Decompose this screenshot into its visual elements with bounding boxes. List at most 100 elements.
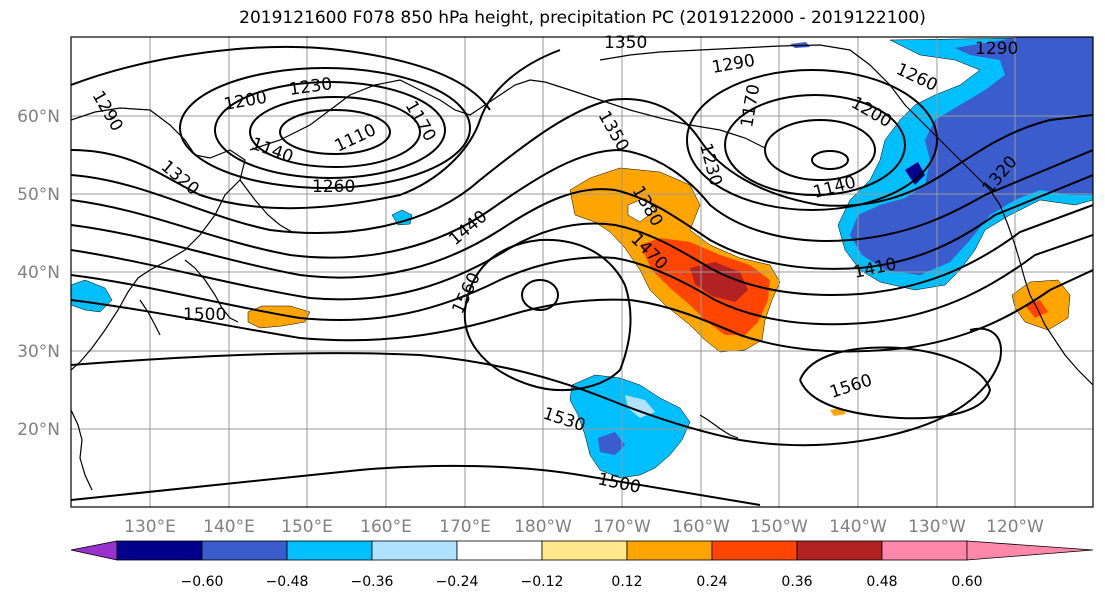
- contour-label: 1170: [737, 83, 764, 129]
- contour-gulf-low-2: [764, 119, 876, 181]
- graticule: [71, 37, 1093, 507]
- colorbar-segment: [796, 540, 883, 561]
- contour-1560-east: [799, 346, 992, 420]
- lon-label-140w: 140°W: [829, 517, 887, 537]
- contour-1530: [71, 327, 1002, 447]
- lat-label-50n: 50°N: [17, 185, 60, 205]
- neg-precip-core-hawaii: [598, 432, 625, 455]
- longitude-labels: 130°E 140°E 150°E 160°E 170°E 180°W 170°…: [124, 517, 1044, 537]
- latitude-labels: 60°N 50°N 40°N 30°N 20°N: [17, 107, 60, 440]
- contour-okhotsk-2: [249, 96, 421, 168]
- contour-label: 1140: [248, 134, 295, 168]
- coastline-asia: [71, 107, 246, 371]
- colorbar-segment: [541, 540, 628, 561]
- lon-label-120w: 120°W: [986, 517, 1044, 537]
- colorbar-segment: [286, 540, 373, 561]
- lat-label-30n: 30°N: [17, 342, 60, 362]
- contour-gulf-low-4: [686, 69, 938, 211]
- lon-label-130e: 130°E: [124, 517, 176, 537]
- colorbar-extend-low: [70, 540, 118, 561]
- colorbar-segment: [371, 540, 458, 561]
- colorbar-segment: [456, 540, 543, 561]
- colorbar-segment: [881, 540, 968, 561]
- lon-label-170e: 170°E: [439, 517, 491, 537]
- colorbar: [70, 540, 1094, 561]
- colorbar-tick-label: 0.12: [611, 574, 642, 590]
- contour-1470: [71, 234, 1093, 326]
- contour-label: 1350: [604, 33, 647, 53]
- coastline-kamchatka: [249, 79, 546, 151]
- contour-1500-south: [71, 464, 761, 506]
- neg-precip-patch-west: [71, 279, 113, 313]
- lon-label-160e: 160°E: [360, 517, 412, 537]
- contour-label: 1290: [975, 39, 1018, 59]
- contour-label: 1290: [710, 51, 756, 78]
- colorbar-segment: [711, 540, 798, 561]
- coastline-north-america: [999, 204, 1093, 386]
- colorbar-tick-label: 0.48: [866, 574, 897, 590]
- map-title: 2019121600 F078 850 hPa height, precipit…: [239, 8, 926, 28]
- colorbar-tick-label: −0.48: [266, 574, 309, 590]
- coastline-aleutians: [544, 81, 766, 149]
- colorbar-tick-label: −0.60: [181, 574, 224, 590]
- contour-label: 1560: [827, 370, 874, 402]
- coastline-korea: [139, 299, 161, 336]
- contour-label: 1140: [811, 172, 858, 203]
- lat-label-60n: 60°N: [17, 107, 60, 127]
- contour-label: 1110: [332, 120, 380, 156]
- contour-label: 1500: [183, 305, 226, 325]
- coastline-japan: [184, 259, 239, 323]
- colorbar-segment: [201, 540, 288, 561]
- contour-labels: 1350 1290 1290 1260 1230 1200 1290 1110 …: [88, 33, 1022, 498]
- contour-1320-west: [71, 49, 561, 210]
- contour-1350: [71, 98, 1093, 234]
- contour-okhotsk-1: [279, 109, 391, 155]
- contour-label: 1260: [312, 177, 355, 197]
- contour-label: 1230: [695, 141, 726, 188]
- contour-1290-west: [71, 45, 491, 111]
- pos-precip-core-california: [1025, 300, 1048, 318]
- colorbar-segment: [626, 540, 713, 561]
- lon-label-170w: 170°W: [593, 517, 651, 537]
- neg-precip-strong-spot: [905, 162, 925, 185]
- lon-label-150e: 150°E: [281, 517, 333, 537]
- height-contours: [71, 45, 1093, 506]
- lat-label-20n: 20°N: [17, 420, 60, 440]
- contour-1410: [71, 174, 1093, 279]
- contour-label: 1170: [401, 98, 440, 145]
- colorbar-segment: [116, 540, 203, 561]
- contour-1380: [71, 148, 1093, 259]
- contour-1560-small: [521, 279, 559, 311]
- colorbar-extend-high: [966, 540, 1094, 561]
- colorbar-tick-labels: −0.60 −0.48 −0.36 −0.24 −0.12 0.12 0.24 …: [181, 574, 983, 590]
- coastlines: [71, 44, 1093, 491]
- coastline-hawaii: [699, 414, 739, 439]
- contour-gulf-low-3: [724, 94, 906, 196]
- neg-precip-light-hawaii: [625, 395, 655, 418]
- coastline-kurils: [239, 179, 293, 233]
- coastline-philippines: [71, 409, 93, 491]
- colorbar-tick-label: −0.12: [521, 574, 564, 590]
- contour-1560: [463, 238, 632, 391]
- colorbar-tick-label: −0.36: [351, 574, 394, 590]
- lon-label-160w: 160°W: [672, 517, 730, 537]
- contour-gulf-low-1: [811, 150, 849, 170]
- contour-okhotsk-3: [214, 81, 446, 179]
- contour-okhotsk-4: [179, 67, 471, 189]
- contour-1440: [71, 204, 1093, 301]
- contour-label: 1350: [594, 108, 633, 155]
- lon-label-130w: 130°W: [908, 517, 966, 537]
- lat-label-40n: 40°N: [17, 263, 60, 283]
- lon-label-150w: 150°W: [750, 517, 808, 537]
- colorbar-tick-label: −0.24: [436, 574, 479, 590]
- colorbar-tick-label: 0.36: [781, 574, 812, 590]
- neg-precip-region-hawaii: [569, 374, 691, 479]
- contour-label: 1230: [288, 74, 334, 100]
- lon-label-140e: 140°E: [203, 517, 255, 537]
- colorbar-tick-label: 0.60: [951, 574, 982, 590]
- lon-label-180w: 180°W: [514, 517, 572, 537]
- contour-label: 1290: [88, 88, 127, 135]
- coastline-alaska: [599, 44, 1001, 206]
- colorbar-tick-label: 0.24: [696, 574, 727, 590]
